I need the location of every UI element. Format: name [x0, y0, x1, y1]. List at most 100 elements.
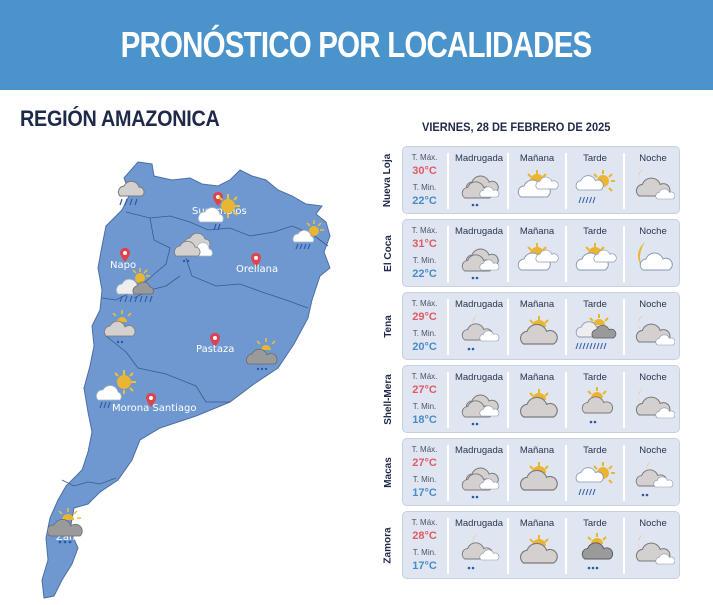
- divider: [623, 518, 625, 574]
- night-cloud-drizzle-icon: [459, 313, 501, 355]
- period-madrugada: Madrugada: [451, 220, 507, 288]
- period-label: Madrugada: [454, 518, 504, 529]
- sun-cloud-drizzle-icon: [575, 386, 617, 428]
- divider: [565, 226, 567, 282]
- period-tarde: Tarde: [567, 512, 623, 580]
- forecast-card-zamora: Zamora T. Máx. 28°C T. Min. 17°C Madruga…: [378, 511, 704, 579]
- tmax-value: 27°C: [412, 384, 437, 396]
- temperatures: T. Máx. 30°C T. Min. 22°C: [403, 147, 446, 215]
- night-cloudy-icon: [633, 386, 676, 428]
- tmax-value: 31°C: [412, 238, 437, 250]
- storm-rain-icon: [116, 268, 154, 303]
- period-label: Madrugada: [454, 153, 504, 164]
- forecast-card-el-coca: El Coca T. Máx. 31°C T. Min. 22°C Madrug…: [378, 219, 704, 287]
- temperatures: T. Máx. 28°C T. Min. 17°C: [403, 512, 446, 580]
- period-madrugada: Madrugada: [451, 439, 507, 507]
- period-tarde: Tarde: [567, 220, 623, 288]
- region-map: Sucumbíos Napo Orellana Pastaza Morona S…: [30, 140, 350, 600]
- divider: [565, 299, 567, 355]
- sun-dark-cloud-rain-icon: [48, 508, 83, 544]
- period-label: Noche: [639, 153, 667, 164]
- sun-cloud-rain-icon: [575, 459, 617, 501]
- sun-cloud-drizzle-icon: [104, 310, 136, 344]
- period-manana: Mañana: [509, 366, 565, 434]
- sun-behind-cloud-icon: [517, 532, 559, 574]
- divider: [623, 445, 625, 501]
- tmin-label: T. Min.: [412, 548, 437, 557]
- period-label: Tarde: [583, 153, 607, 164]
- partly-sunny-icon: [517, 167, 559, 209]
- period-label: Mañana: [519, 445, 555, 456]
- sun-dark-cloud-rain-icon: [246, 338, 278, 371]
- tmin-label: T. Min.: [412, 183, 437, 192]
- temperatures: T. Máx. 27°C T. Min. 18°C: [403, 366, 446, 434]
- period-noche: Noche: [625, 220, 681, 288]
- tmax-label: T. Máx.: [411, 372, 438, 381]
- forecast-card-macas: Macas T. Máx. 27°C T. Min. 17°C Madrugad…: [378, 438, 704, 506]
- sun-cloud-rain-icon: [198, 194, 240, 231]
- sun-behind-cloud-icon: [517, 386, 559, 428]
- location-pin-icon[interactable]: [251, 253, 261, 267]
- storm-rain-icon: [575, 313, 617, 355]
- divider: [623, 372, 625, 428]
- tmin-label: T. Min.: [412, 329, 437, 338]
- sun-cloud-rain-icon: [96, 370, 136, 409]
- tmax-label: T. Máx.: [411, 153, 438, 162]
- location-name: Tena: [382, 314, 394, 338]
- tmax-value: 30°C: [412, 165, 437, 177]
- tmax-label: T. Máx.: [411, 518, 438, 527]
- period-tarde: Tarde: [567, 293, 623, 361]
- province-label-morona-santiago: Morona Santiago: [112, 403, 197, 414]
- tmin-value: 20°C: [412, 341, 437, 353]
- temperatures: T. Máx. 31°C T. Min. 22°C: [403, 220, 446, 288]
- divider: [447, 226, 449, 282]
- location-name: Nueva Loja: [382, 153, 394, 207]
- province-label-zamora-chinchipe: Zamora Chinchipe: [56, 532, 148, 543]
- period-madrugada: Madrugada: [451, 147, 507, 215]
- period-label: Tarde: [583, 445, 607, 456]
- tmax-value: 28°C: [412, 530, 437, 542]
- period-label: Mañana: [519, 226, 555, 237]
- period-manana: Mañana: [509, 220, 565, 288]
- tmax-label: T. Máx.: [411, 299, 438, 308]
- sun-behind-cloud-icon: [517, 313, 559, 355]
- period-manana: Mañana: [509, 147, 565, 215]
- sun-behind-cloud-icon: [517, 459, 559, 501]
- night-cloud-drizzle-icon: [633, 459, 675, 501]
- period-label: Mañana: [519, 372, 555, 383]
- sun-dark-cloud-rain-icon: [575, 532, 617, 574]
- divider: [623, 153, 625, 209]
- cloudy-drizzle-icon: [459, 386, 501, 428]
- tmin-label: T. Min.: [412, 256, 437, 265]
- tmin-value: 18°C: [412, 414, 437, 426]
- location-pin-icon[interactable]: [146, 393, 156, 407]
- tmax-label: T. Máx.: [411, 445, 438, 454]
- period-noche: Noche: [625, 366, 681, 434]
- period-tarde: Tarde: [567, 147, 623, 215]
- divider: [623, 299, 625, 355]
- period-manana: Mañana: [509, 293, 565, 361]
- location-pin-icon[interactable]: [210, 333, 220, 347]
- night-cloudy-icon: [633, 532, 676, 574]
- period-label: Noche: [639, 372, 667, 383]
- tmin-value: 22°C: [412, 268, 437, 280]
- location-pin-icon[interactable]: [120, 248, 130, 262]
- forecast-card-shell-mera: Shell-Mera T. Máx. 27°C T. Min. 18°C Mad…: [378, 365, 704, 433]
- night-cloudy-icon: [633, 167, 676, 209]
- period-label: Tarde: [583, 372, 607, 383]
- period-label: Noche: [639, 518, 667, 529]
- divider: [447, 299, 449, 355]
- night-cloudy-icon: [633, 313, 676, 355]
- divider: [623, 226, 625, 282]
- location-name: Zamora: [382, 526, 394, 564]
- period-tarde: Tarde: [567, 366, 623, 434]
- divider: [507, 518, 509, 574]
- night-cloud-drizzle-icon: [459, 532, 501, 574]
- province-label-pastaza: Pastaza: [196, 344, 235, 355]
- divider: [447, 445, 449, 501]
- divider: [507, 299, 509, 355]
- tmax-value: 27°C: [412, 457, 437, 469]
- header-banner: PRONÓSTICO POR LOCALIDADES: [0, 0, 713, 90]
- province-label-orellana: Orellana: [236, 264, 279, 275]
- cloudy-drizzle-icon: [459, 459, 501, 501]
